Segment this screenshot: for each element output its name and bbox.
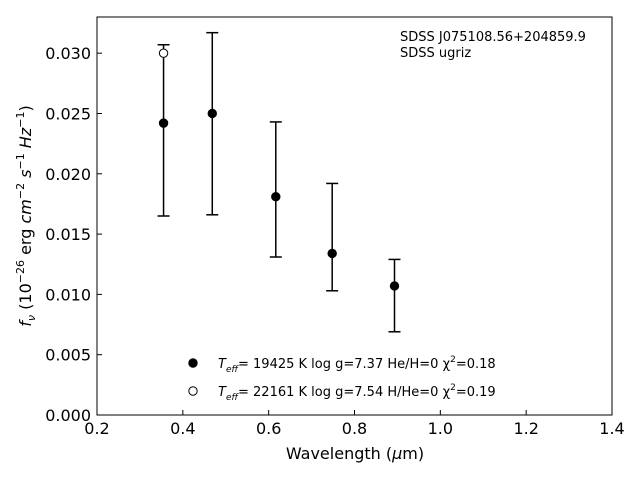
- legend-label-part: eff: [226, 393, 240, 403]
- x-tick-label: 0.4: [170, 419, 195, 438]
- y-tick-label: 0.005: [45, 346, 91, 365]
- x-tick-label: 1.2: [513, 419, 538, 438]
- y-axis-label-part: (10: [16, 283, 35, 315]
- y-axis-label-part: ): [16, 105, 35, 111]
- legend-label-part: T: [218, 357, 227, 372]
- y-axis-label-exp: −1: [14, 112, 27, 128]
- open-model-point: [158, 48, 169, 58]
- legend-label-part: =0.18: [456, 357, 496, 372]
- data-points: [158, 48, 400, 291]
- y-axis-label-part: cm: [16, 199, 35, 223]
- legend-label-part: eff: [226, 365, 240, 375]
- legend-label-part: = 19425 K log g=7.37 He/H=0 χ: [238, 357, 451, 372]
- legend-label-part: 2: [450, 383, 456, 393]
- x-axis-label-unit: μ: [391, 444, 402, 463]
- legend-marker-2: [188, 386, 198, 396]
- legend-label-2: Teff= 22161 K log g=7.54 H/He=0 χ2=0.19: [218, 383, 496, 403]
- y-axis-label-part: s: [16, 170, 35, 183]
- y-tick-label: 0.030: [45, 44, 91, 63]
- filled-model-point: [327, 248, 337, 259]
- legend-label-part: 2: [450, 355, 456, 365]
- x-tick-label: 0.8: [342, 419, 367, 438]
- y-tick-label: 0.025: [45, 104, 91, 123]
- filled-model-point: [207, 108, 217, 119]
- y-tick-label: 0.010: [45, 285, 91, 304]
- legend-marker-1: [188, 358, 198, 368]
- plot-frame: [96, 16, 613, 416]
- x-axis-ticks: 0.2 0.4 0.6 0.8 1.0 1.2 1.4: [84, 410, 625, 438]
- filled-model-point: [271, 192, 281, 202]
- x-tick-label: 1.4: [599, 419, 624, 438]
- error-bars: [157, 31, 401, 333]
- legend-label-part: = 22161 K log g=7.54 H/He=0 χ: [238, 385, 451, 400]
- x-tick-label: 1.0: [428, 419, 453, 438]
- legend-label-part: T: [218, 385, 227, 400]
- y-axis-label-exp: −26: [14, 260, 27, 283]
- filled-model-point: [158, 118, 169, 128]
- y-axis-ticks: 0.000 0.005 0.010 0.015 0.020 0.025 0.030: [45, 44, 102, 425]
- y-tick-label: 0.020: [45, 165, 91, 184]
- legend: Teff= 19425 K log g=7.37 He/H=0 χ2=0.18T…: [188, 355, 496, 403]
- y-axis-label-exp: −1: [14, 153, 27, 169]
- y-axis-label-symbol: f: [16, 319, 35, 327]
- object-name-annotation: SDSS J075108.56+204859.9: [400, 30, 586, 45]
- legend-label-part: =0.19: [456, 385, 496, 400]
- y-axis-label-part: erg: [16, 224, 35, 260]
- y-axis-label-exp: −2: [14, 183, 27, 199]
- y-tick-label: 0.000: [45, 406, 91, 425]
- x-axis-label-unit-rest: m): [402, 444, 424, 463]
- filled-model-point: [389, 281, 400, 291]
- x-axis-label-text: Wavelength (: [286, 444, 392, 463]
- y-axis-label: fν (10−26 erg cm−2 s−1 Hz−1): [14, 105, 38, 326]
- y-axis-label-subscript: ν: [25, 315, 38, 321]
- x-tick-label: 0.2: [84, 419, 109, 438]
- legend-label-1: Teff= 19425 K log g=7.37 He/H=0 χ2=0.18: [218, 355, 496, 375]
- y-axis-label-part: Hz: [16, 127, 35, 153]
- y-tick-label: 0.015: [45, 225, 91, 244]
- x-axis-label: Wavelength (μm): [286, 444, 424, 463]
- photometry-system-annotation: SDSS ugriz: [400, 46, 471, 61]
- x-tick-label: 0.6: [256, 419, 281, 438]
